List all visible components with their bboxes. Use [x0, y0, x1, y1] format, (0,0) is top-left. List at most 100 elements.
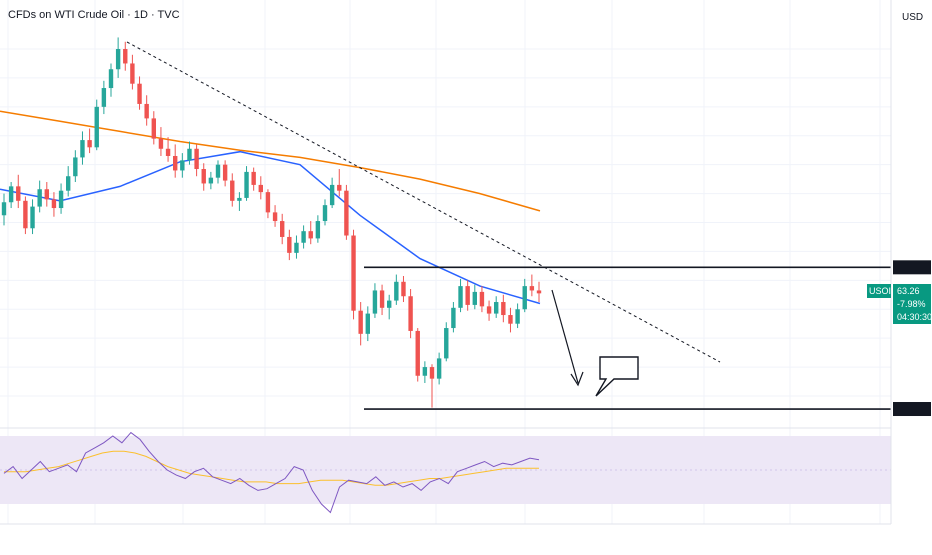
candle-body[interactable]: [379, 290, 385, 308]
candle-body[interactable]: [237, 197, 242, 201]
candle-body[interactable]: [387, 300, 392, 308]
candle-body[interactable]: [536, 290, 542, 294]
candle-body[interactable]: [280, 221, 285, 237]
candle-body[interactable]: [337, 184, 342, 191]
symbol-label: USOIL: [869, 286, 896, 296]
candle-body[interactable]: [44, 189, 49, 200]
candle-body[interactable]: [458, 286, 463, 308]
candle-body[interactable]: [465, 286, 470, 305]
candle-body[interactable]: [108, 69, 114, 89]
candle-body[interactable]: [486, 306, 492, 314]
candle-body[interactable]: [66, 176, 71, 191]
candle-body[interactable]: [51, 199, 57, 209]
candle-body[interactable]: [329, 184, 335, 206]
candle-body[interactable]: [451, 307, 456, 329]
candle-body[interactable]: [30, 206, 35, 229]
candle-body[interactable]: [494, 302, 499, 314]
candle-body[interactable]: [472, 291, 477, 305]
candle-body[interactable]: [222, 164, 228, 181]
annotations[interactable]: [126, 41, 721, 397]
candle-body[interactable]: [1, 202, 7, 216]
level-price-badge-bg: [893, 260, 931, 275]
candle-body[interactable]: [301, 231, 306, 243]
moving-averages: [0, 110, 541, 305]
rsi-band: [0, 436, 891, 504]
candle-body[interactable]: [244, 171, 249, 198]
rsi-ma-line: [4, 450, 539, 486]
rsi-line: [3, 431, 540, 514]
candle-body[interactable]: [23, 200, 28, 229]
candle-body[interactable]: [401, 281, 406, 297]
candle-body[interactable]: [522, 286, 527, 310]
candle-body[interactable]: [115, 49, 121, 70]
currency-label[interactable]: USD: [902, 12, 923, 23]
candle-body[interactable]: [73, 157, 78, 177]
chart-title: CFDs on WTI Crude Oil · 1D · TVC: [8, 9, 180, 21]
candles[interactable]: [1, 37, 542, 408]
candle-body[interactable]: [251, 171, 256, 185]
candle-body[interactable]: [436, 358, 442, 379]
price-badge-bg: [893, 284, 931, 324]
ma50-line: [0, 150, 541, 305]
candle-body[interactable]: [415, 330, 420, 376]
candle-body[interactable]: [308, 231, 313, 239]
candle-body[interactable]: [508, 315, 513, 324]
candle-body[interactable]: [101, 88, 107, 107]
level-price-badge-bg: [893, 402, 931, 417]
candle-body[interactable]: [422, 367, 428, 376]
axes: [0, 0, 892, 525]
candle-body[interactable]: [187, 148, 192, 161]
candle-body[interactable]: [94, 106, 99, 148]
candle-body[interactable]: [80, 140, 85, 158]
candle-body[interactable]: [165, 148, 171, 156]
candle-body[interactable]: [529, 286, 535, 291]
candle-body[interactable]: [429, 367, 435, 379]
candle-body[interactable]: [180, 160, 185, 171]
target-callout-box[interactable]: [595, 356, 639, 397]
last-price: 63.26: [897, 286, 920, 296]
candle-body[interactable]: [315, 221, 321, 239]
candle-body[interactable]: [358, 310, 363, 334]
candle-body[interactable]: [351, 235, 356, 311]
candle-body[interactable]: [287, 236, 292, 253]
candle-body[interactable]: [479, 291, 485, 307]
candle-body[interactable]: [137, 83, 142, 104]
candle-body[interactable]: [394, 281, 399, 301]
candle-body[interactable]: [215, 164, 221, 178]
candle-body[interactable]: [144, 103, 149, 119]
candle-body[interactable]: [201, 169, 206, 184]
candle-body[interactable]: [123, 49, 128, 64]
candle-body[interactable]: [173, 155, 178, 171]
candle-body[interactable]: [258, 184, 263, 193]
candle-body[interactable]: [322, 205, 328, 222]
candle-body[interactable]: [501, 302, 506, 316]
ma200-line: [0, 110, 541, 212]
candle-body[interactable]: [265, 192, 271, 213]
rsi-panel: [0, 427, 891, 514]
lower-high-trendline[interactable]: [126, 41, 721, 363]
candle-body[interactable]: [37, 189, 42, 207]
candle-body[interactable]: [515, 309, 520, 324]
candle-body[interactable]: [8, 186, 14, 203]
candle-body[interactable]: [130, 63, 135, 84]
candle-body[interactable]: [194, 148, 199, 170]
candle-body[interactable]: [444, 328, 449, 359]
candle-body[interactable]: [230, 180, 235, 201]
candle-body[interactable]: [372, 290, 378, 314]
candle-body[interactable]: [294, 242, 299, 253]
projection-arrow-line[interactable]: [551, 289, 579, 384]
candle-body[interactable]: [365, 313, 370, 334]
candle-body[interactable]: [344, 190, 349, 236]
candle-body[interactable]: [272, 212, 278, 222]
candle-body[interactable]: [87, 140, 92, 148]
support-resistance-levels[interactable]: [364, 260, 931, 417]
candle-body[interactable]: [158, 138, 164, 149]
candle-body[interactable]: [151, 118, 156, 139]
candle-body[interactable]: [408, 296, 413, 331]
candle-body[interactable]: [16, 186, 21, 201]
symbol-badge-bg: [867, 284, 891, 298]
candle-body[interactable]: [58, 190, 64, 209]
candle-body[interactable]: [208, 177, 214, 184]
